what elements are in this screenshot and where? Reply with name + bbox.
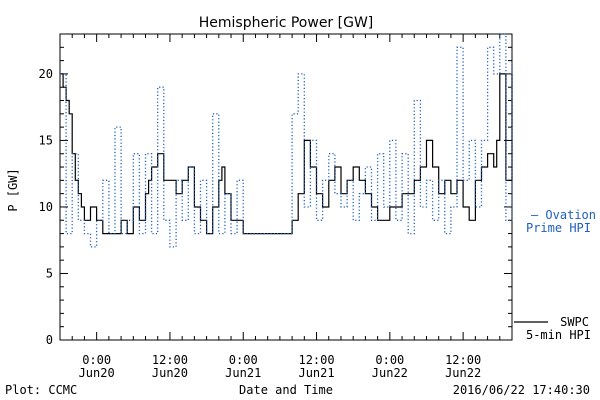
footer-plot-credit: Plot: CCMC (5, 383, 77, 397)
series-line-swpc (60, 73, 513, 235)
x-tick-label-time: 12:00 (445, 353, 481, 367)
y-tick-label: 15 (39, 133, 53, 147)
x-tick-label-time: 12:00 (152, 353, 188, 367)
y-tick-label: 0 (46, 333, 53, 347)
y-tick-label: 5 (46, 266, 53, 280)
x-tick-label-time: 0:00 (229, 353, 258, 367)
chart-title: Hemispheric Power [GW] (199, 15, 374, 31)
plot-frame (59, 33, 513, 341)
x-tick-label-date: Jun20 (79, 366, 115, 380)
x-tick-label-date: Jun21 (225, 366, 261, 380)
legend-ovation-line1: — Ovation (531, 208, 596, 222)
legend: — Ovation Prime HPI SWPC 5-min HPI (514, 208, 596, 342)
legend-ovation-line2: Prime HPI (526, 221, 591, 235)
y-tick-label: 10 (39, 200, 53, 214)
x-tick-label-time: 0:00 (375, 353, 404, 367)
x-axis: 0:00Jun2012:00Jun200:00Jun2112:00Jun210:… (59, 34, 513, 380)
x-tick-label-time: 0:00 (82, 353, 111, 367)
series-layer (60, 33, 513, 248)
series-line-ovation (60, 33, 513, 248)
y-axis-label: P [GW] (6, 168, 20, 211)
x-tick-label-date: Jun22 (445, 366, 481, 380)
legend-swpc-line2: 5-min HPI (526, 328, 591, 342)
footer-timestamp: 2016/06/22 17:40:30 (453, 383, 590, 397)
x-tick-label-date: Jun22 (372, 366, 408, 380)
y-axis: 0 5 10 15 20 (39, 33, 512, 347)
x-tick-label-date: Jun20 (152, 366, 188, 380)
x-axis-label: Date and Time (239, 383, 333, 397)
y-tick-label: 20 (39, 67, 53, 81)
x-tick-label-time: 12:00 (298, 353, 334, 367)
legend-swpc-line1: SWPC (560, 315, 589, 329)
x-tick-label-date: Jun21 (298, 366, 334, 380)
